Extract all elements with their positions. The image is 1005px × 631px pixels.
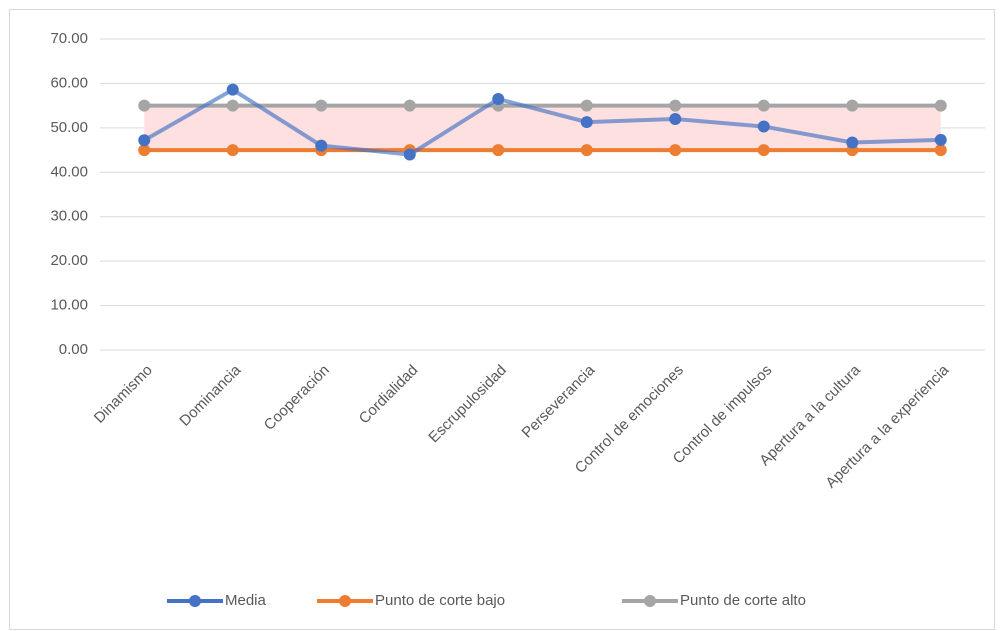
marker	[757, 99, 770, 112]
marker	[226, 83, 239, 96]
marker	[846, 136, 859, 149]
range-band	[144, 105, 941, 151]
marker	[846, 99, 859, 112]
marker	[492, 92, 505, 105]
marker	[580, 116, 593, 129]
marker	[226, 144, 239, 157]
y-tick-label: 30.00	[50, 208, 88, 225]
marker	[934, 133, 947, 146]
marker	[492, 144, 505, 157]
marker	[315, 99, 328, 112]
y-tick-label: 0.00	[59, 341, 88, 358]
y-tick-label: 70.00	[50, 30, 88, 47]
marker	[315, 139, 328, 152]
marker	[138, 144, 151, 157]
marker	[138, 99, 151, 112]
y-tick-label: 50.00	[50, 119, 88, 136]
marker	[580, 144, 593, 157]
marker	[757, 144, 770, 157]
y-tick-label: 40.00	[50, 163, 88, 180]
legend-marker	[189, 595, 201, 607]
legend-label: Punto de corte alto	[680, 592, 806, 609]
legend-marker	[644, 595, 656, 607]
marker	[669, 99, 682, 112]
y-tick-label: 60.00	[50, 74, 88, 91]
y-tick-label: 20.00	[50, 252, 88, 269]
marker	[403, 148, 416, 161]
y-tick-label: 10.00	[50, 297, 88, 314]
marker	[669, 112, 682, 125]
marker	[669, 144, 682, 157]
marker	[138, 134, 151, 147]
legend-label: Media	[225, 592, 267, 609]
marker	[757, 120, 770, 133]
legend-marker	[339, 595, 351, 607]
marker	[403, 99, 416, 112]
series-line	[143, 87, 941, 157]
marker	[934, 144, 947, 157]
marker	[580, 99, 593, 112]
marker	[934, 99, 947, 112]
marker	[226, 99, 239, 112]
legend-label: Punto de corte bajo	[375, 592, 505, 609]
